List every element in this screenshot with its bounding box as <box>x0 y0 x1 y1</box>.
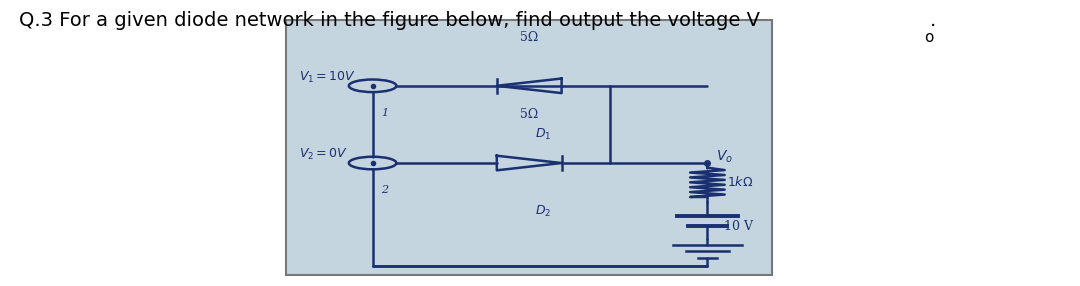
Text: Q.3 For a given diode network in the figure below, find output the voltage V: Q.3 For a given diode network in the fig… <box>19 11 760 30</box>
Bar <box>286 20 772 275</box>
Text: $V_o$: $V_o$ <box>716 149 733 166</box>
Text: .: . <box>930 11 936 30</box>
Text: $V_1 = 10V$: $V_1 = 10V$ <box>299 70 356 85</box>
Text: $D_1$: $D_1$ <box>535 127 551 142</box>
Text: 5Ω: 5Ω <box>521 31 538 44</box>
Text: 1: 1 <box>381 108 389 118</box>
Text: 10 V: 10 V <box>724 220 753 233</box>
Text: 2: 2 <box>381 185 389 195</box>
Text: 5Ω: 5Ω <box>521 108 538 121</box>
Text: $1 k\Omega$: $1 k\Omega$ <box>727 175 753 189</box>
Text: $V_2 = 0V$: $V_2 = 0V$ <box>299 147 348 162</box>
Text: $D_2$: $D_2$ <box>535 204 551 219</box>
Text: o: o <box>924 30 934 45</box>
